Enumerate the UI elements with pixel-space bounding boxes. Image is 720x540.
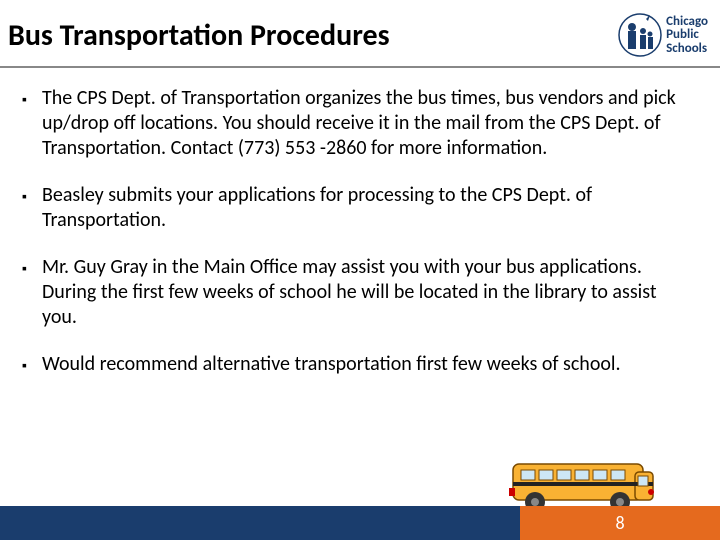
bullet-marker-icon: ▪ [22,183,32,233]
bullet-marker-icon: ▪ [22,255,32,330]
bullet-marker-icon: ▪ [22,86,32,161]
bullet-text: Beasley submits your applications for pr… [42,183,692,233]
page-number: 8 [615,512,624,534]
bullet-item: ▪ Beasley submits your applications for … [22,183,692,233]
logo-line-2: Public [666,28,708,42]
bullet-item: ▪ The CPS Dept. of Transportation organi… [22,86,692,161]
logo-line-3: Schools [666,42,708,56]
cps-logo-icon [618,11,662,59]
slide-header: Bus Transportation Procedures Chicago Pu… [0,0,720,68]
bullet-item: ▪ Mr. Guy Gray in the Main Office may as… [22,255,692,330]
cps-logo-text: Chicago Public Schools [666,15,708,56]
footer-bar-left [0,506,520,540]
slide-content: ▪ The CPS Dept. of Transportation organi… [0,68,720,377]
bullet-marker-icon: ▪ [22,352,32,377]
bullet-text: The CPS Dept. of Transportation organize… [42,86,692,161]
cps-logo: Chicago Public Schools [618,11,708,59]
bullet-item: ▪ Would recommend alternative transporta… [22,352,692,377]
bullet-text: Mr. Guy Gray in the Main Office may assi… [42,255,692,330]
slide-footer: 8 [0,506,720,540]
footer-bar-right: 8 [520,506,720,540]
logo-line-1: Chicago [666,15,708,29]
bullet-text: Would recommend alternative transportati… [42,352,692,377]
slide-title: Bus Transportation Procedures [8,17,390,54]
